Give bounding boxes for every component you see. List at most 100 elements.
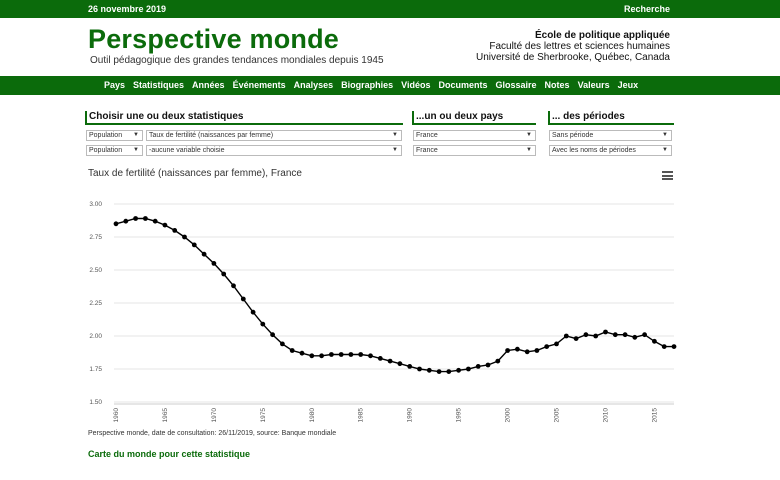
nav-item-valeurs[interactable]: Valeurs [577,80,610,90]
dropdown-arrow-icon: ▼ [392,147,398,153]
data-point[interactable] [250,309,256,315]
data-point[interactable] [143,216,148,221]
data-point[interactable] [661,344,667,349]
data-point[interactable] [534,348,540,353]
data-point[interactable] [397,361,403,367]
data-point[interactable] [299,350,305,356]
data-point[interactable] [377,356,383,361]
nav-item-notes[interactable]: Notes [544,80,570,90]
data-point[interactable] [603,329,608,335]
nav-item-statistiques[interactable]: Statistiques [133,80,185,90]
data-point[interactable] [329,352,334,357]
data-point[interactable] [515,346,520,352]
stat2-category-select[interactable]: Population ▼ [86,145,143,156]
data-point[interactable] [240,296,246,302]
data-point[interactable] [583,332,589,338]
country2-select[interactable]: France ▼ [413,145,536,156]
fertility-line-chart: 1.50 1.75 2.00 2.25 2.50 2.75 3.00 1960 1965 1970… [89,201,677,423]
data-point[interactable] [348,352,354,357]
search-link[interactable]: Recherche [623,4,670,14]
data-point[interactable] [387,358,393,364]
x-tick-label: 1995 [456,408,463,423]
data-point[interactable] [485,362,491,368]
data-point[interactable] [475,364,481,369]
data-point[interactable] [554,341,559,347]
site-title[interactable]: Perspective monde [88,24,340,54]
country1-select[interactable]: France ▼ [413,130,536,141]
period2-select[interactable]: Avec les noms de périodes ▼ [549,145,672,156]
y-tick-label: 2.25 [89,300,102,307]
data-point[interactable] [505,348,510,353]
nav-item-glossaire[interactable]: Glossaire [495,80,537,90]
data-point[interactable] [466,366,471,372]
data-point[interactable] [191,242,197,248]
y-tick-label: 1.75 [89,366,102,373]
data-point[interactable] [133,216,138,221]
world-map-link[interactable]: Carte du monde pour cette statistique [88,449,251,459]
institution-university: Université de Sherbrooke, Québec, Canada [475,52,670,63]
data-point[interactable] [495,358,501,364]
x-tick-label: 1990 [407,408,414,423]
main-nav: Pays Statistiques Années Événements Analyses… [0,76,780,95]
data-point[interactable] [221,271,227,277]
data-point[interactable] [211,261,217,266]
data-point[interactable] [642,332,647,338]
country1-value: France [416,132,438,139]
data-point[interactable] [289,348,295,353]
nav-item-evenements[interactable]: Événements [232,80,286,90]
data-point[interactable] [436,369,442,374]
data-point[interactable] [652,338,657,344]
data-point[interactable] [524,349,530,355]
period1-value: Sans période [552,132,594,139]
site-subtitle: Outil pédagogique des grandes tendances … [90,55,384,66]
data-point[interactable] [426,367,432,373]
data-point[interactable] [319,353,324,359]
x-tick-label: 1980 [309,408,316,423]
data-point[interactable] [123,218,129,224]
data-point[interactable] [182,234,187,240]
data-point[interactable] [671,344,677,349]
data-point[interactable] [573,336,579,341]
data-point[interactable] [113,221,119,227]
nav-item-videos[interactable]: Vidéos [401,80,431,90]
data-point[interactable] [368,353,373,359]
data-point[interactable] [338,352,344,357]
chart-menu-icon[interactable] [662,171,673,180]
institution-name: École de politique appliquée [534,30,670,41]
data-point[interactable] [593,333,599,339]
data-point[interactable] [612,332,618,338]
data-point[interactable] [358,352,364,357]
data-point[interactable] [622,332,628,338]
data-point[interactable] [201,251,207,257]
data-point[interactable] [446,369,452,374]
dropdown-arrow-icon: ▼ [133,147,139,153]
data-point[interactable] [407,364,413,369]
nav-item-annees[interactable]: Années [192,80,225,90]
stat1-variable-select[interactable]: Taux de fertilité (naissances par femme)… [146,130,402,141]
data-point[interactable] [456,367,461,373]
data-point[interactable] [172,228,178,233]
data-point[interactable] [162,222,168,228]
nav-item-jeux[interactable]: Jeux [617,80,639,90]
stat2-variable-select[interactable]: -aucune variable choisie ▼ [146,145,402,156]
x-tick-label: 1970 [211,408,218,423]
data-point[interactable] [563,333,569,339]
data-point[interactable] [417,366,422,372]
stat2-variable-value: -aucune variable choisie [149,147,225,154]
y-tick-label: 2.75 [89,234,102,241]
period1-select[interactable]: Sans période ▼ [549,130,672,141]
nav-item-documents[interactable]: Documents [438,80,488,90]
data-point[interactable] [152,218,158,224]
stat1-category-select[interactable]: Population ▼ [86,130,143,141]
data-point[interactable] [544,344,550,349]
data-point[interactable] [280,341,285,347]
data-point[interactable] [270,332,275,338]
data-point[interactable] [309,353,315,359]
data-point[interactable] [632,334,638,340]
nav-item-pays[interactable]: Pays [104,80,126,90]
nav-item-biographies[interactable]: Biographies [341,80,394,90]
periods-section-title: ... des périodes [548,111,674,125]
nav-item-analyses[interactable]: Analyses [293,80,334,90]
data-point[interactable] [231,283,236,289]
data-point[interactable] [260,321,266,327]
